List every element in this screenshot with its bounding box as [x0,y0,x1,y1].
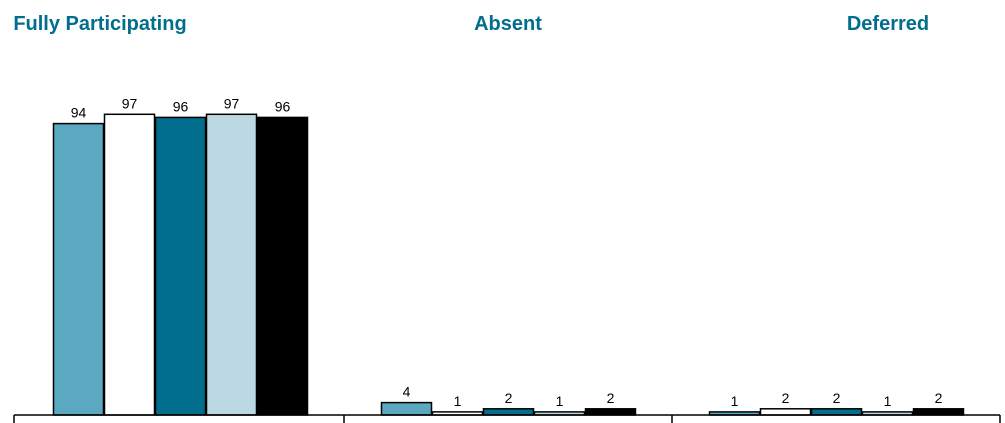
group-titles: Fully Participating Absent Deferred [13,13,929,35]
bar-label-deferred-5: 2 [935,390,943,406]
bar-label-fully-participating-4: 97 [224,95,240,111]
group-title-deferred: Deferred [847,13,929,35]
group-title-absent: Absent [474,13,542,35]
bar-label-fully-participating-1: 94 [71,105,87,121]
bar-label-fully-participating-5: 96 [275,98,291,114]
bar-label-absent-1: 4 [403,384,411,400]
bar-label-deferred-4: 1 [884,393,892,409]
bar-label-absent-2: 1 [454,393,462,409]
bar-label-deferred-2: 2 [782,390,790,406]
bar-fully-participating-3 [154,116,207,416]
bar-labels: 94 97 96 97 96 4 1 2 1 2 1 2 2 1 2 [71,95,943,409]
group-title-fully-participating: Fully Participating [13,13,186,35]
bar-absent-3 [482,408,535,416]
bar-fully-participating-5 [256,116,309,416]
bar-label-deferred-3: 2 [833,390,841,406]
x-axis [13,414,1001,423]
bar-label-deferred-1: 1 [731,393,739,409]
bar-absent-1 [380,401,433,416]
bar-label-fully-participating-3: 96 [173,98,189,114]
bar-label-absent-5: 2 [607,390,615,406]
bar-fully-participating-2 [103,113,156,416]
bar-label-absent-4: 1 [556,393,564,409]
bar-deferred-3 [810,408,863,416]
bar-fully-participating-1 [52,122,105,416]
bar-label-absent-3: 2 [505,390,513,406]
bar-deferred-5 [912,408,965,416]
bar-label-fully-participating-2: 97 [122,95,138,111]
bars [52,113,965,416]
bar-absent-5 [584,408,637,416]
bar-deferred-2 [759,408,812,416]
bar-fully-participating-4 [205,113,258,416]
